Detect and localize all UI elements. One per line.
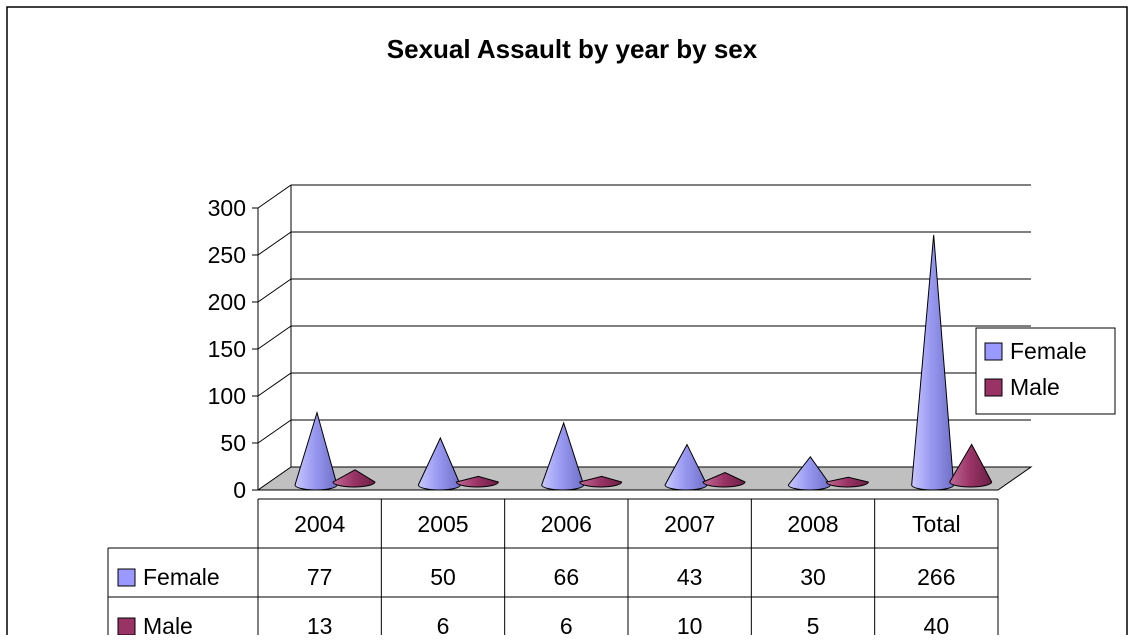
y-tick-label: 150 [208,336,246,362]
table-header-cell: 2008 [787,511,838,537]
cone-male-2004 [332,469,376,488]
table-header-cell: Total [912,511,961,537]
cone-male-2006 [579,475,623,488]
table-header-cell: 2004 [294,511,345,537]
y-tick-label: 250 [208,242,246,268]
gridline-diagonal [257,231,292,256]
table-data-cell: 77 [307,564,333,590]
cone-female-2004 [294,410,338,491]
table-data-cell: 40 [924,613,950,635]
table-data-cell: 5 [807,613,820,635]
gridline-diagonal [257,278,292,303]
y-tick-label: 200 [208,289,246,315]
table-row-label: Male [143,613,193,635]
table-legend-key [117,617,136,636]
table-header-cell: 2006 [541,511,592,537]
cone-female-2008 [787,455,831,491]
table-data-cell: 66 [554,564,580,590]
table-legend-key [117,568,136,587]
legend-key-male [984,378,1003,397]
table-data-cell: 266 [917,564,955,590]
gridlines [257,184,1031,444]
table-row-label: Female [143,564,220,590]
gridline-diagonal [257,372,292,397]
cone-female-total [911,234,955,491]
cone-male-2005 [455,475,499,488]
chart-border [6,6,1128,640]
cone-female-2006 [541,421,585,491]
cone-female-2005 [417,436,461,491]
table-header-cell: 2005 [417,511,468,537]
legend-box [975,327,1116,415]
cone-male-total [949,443,993,488]
table-data-cell: 43 [677,564,703,590]
y-tick-label: 300 [208,195,246,221]
y-tick-label: 0 [233,477,246,503]
cone-female-2007 [664,443,708,491]
chart-title: Sexual Assault by year by sex [387,34,758,64]
table-data-cell: 6 [560,613,573,635]
table-data-cell: 30 [800,564,826,590]
table-data-cell: 13 [307,613,333,635]
legend: Female Male [975,327,1116,415]
gridline-diagonal [257,419,292,444]
gridline-diagonal [257,184,292,209]
y-axis: 0 50 100 150 200 250 300 [208,195,258,503]
y-tick-label: 100 [208,383,246,409]
table-data-cell: 10 [677,613,703,635]
legend-label-male: Male [1010,374,1060,400]
cone-male-2008 [825,476,869,488]
table-data-cell: 6 [437,613,450,635]
cone-male-2007 [702,472,746,488]
y-tick-label: 50 [220,430,246,456]
table-header-cell: 2007 [664,511,715,537]
gridline-diagonal [257,325,292,350]
legend-key-female [984,342,1003,361]
legend-label-female: Female [1010,338,1087,364]
table-data-cell: 50 [430,564,456,590]
chart-marks [294,234,993,491]
